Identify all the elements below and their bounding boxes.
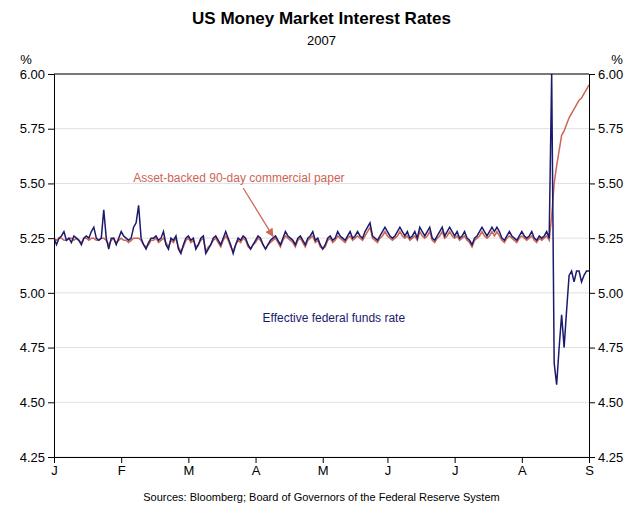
tick-mark — [256, 457, 257, 463]
grid-line — [54, 74, 589, 75]
tick-mark — [589, 348, 595, 349]
tick: J — [51, 457, 58, 478]
tick-label: 5.00 — [598, 286, 623, 301]
tick-label: 5.75 — [598, 121, 623, 136]
tick-label: 5.50 — [598, 176, 623, 191]
tick: 4.25 — [589, 450, 623, 465]
tick-mark — [48, 238, 54, 239]
tick-mark — [589, 74, 595, 75]
grid — [54, 74, 589, 457]
tick-mark — [589, 129, 595, 130]
tick-mark — [387, 457, 388, 463]
tick: J — [385, 457, 392, 478]
tick: S — [585, 457, 594, 478]
grid-line — [54, 402, 589, 403]
tick: 6.00 — [20, 67, 54, 82]
tick-mark — [48, 402, 54, 403]
plot: J F M A M J J A S 4.25 4.50 4.75 5.00 5.25 5.50 5.75 6.0… — [20, 67, 624, 479]
tick-mark — [455, 457, 456, 463]
tick-label: 4.25 — [598, 450, 623, 465]
tick: 5.00 — [20, 286, 54, 301]
tick-label: 5.00 — [20, 286, 45, 301]
tick-label: F — [118, 463, 126, 478]
tick-label: 4.75 — [20, 340, 45, 355]
y2-axis: 4.25 4.50 4.75 5.00 5.25 5.50 5.75 6.00 — [589, 67, 623, 465]
y2-axis-label: % — [611, 52, 623, 67]
tick-mark — [589, 402, 595, 403]
tick: 4.50 — [20, 395, 54, 410]
tick-label: A — [518, 463, 527, 478]
tick-mark — [188, 457, 189, 463]
line — [54, 74, 589, 385]
tick-mark — [522, 457, 523, 463]
tick: 5.00 — [589, 286, 623, 301]
tick: 4.25 — [20, 450, 54, 465]
source: Sources: Bloomberg; Board of Governors o… — [143, 491, 499, 503]
tick: F — [118, 457, 126, 478]
tick: 6.00 — [589, 67, 623, 82]
tick: M — [318, 457, 329, 478]
tick-label: 5.75 — [20, 121, 45, 136]
tick-mark — [48, 457, 54, 458]
annotation-arrow — [243, 188, 273, 236]
tick-mark — [589, 183, 595, 184]
tick: A — [252, 457, 261, 478]
tick: 4.50 — [589, 395, 623, 410]
tick-label: 6.00 — [20, 67, 45, 82]
grid-line — [54, 128, 589, 129]
y-axis-label: % — [20, 52, 32, 67]
tick: 5.75 — [20, 121, 54, 136]
tick-label: M — [318, 463, 329, 478]
tick-mark — [589, 238, 595, 239]
tick-label: 4.25 — [20, 450, 45, 465]
title: US Money Market Interest Rates — [192, 9, 451, 28]
tick: 4.75 — [589, 340, 623, 355]
y-axis: 4.25 4.50 4.75 5.00 5.25 5.50 5.75 6.00 — [20, 67, 55, 465]
tick-label: 5.25 — [598, 231, 623, 246]
tick-label: J — [385, 463, 392, 478]
lines — [54, 74, 589, 385]
tick-label: 4.50 — [598, 395, 623, 410]
tick-mark — [48, 129, 54, 130]
tick: M — [183, 457, 194, 478]
tick-label: 5.25 — [20, 231, 45, 246]
axis-line — [590, 75, 596, 458]
x-axis: JFMAMJJAS — [51, 457, 594, 478]
tick-mark — [48, 348, 54, 349]
chart: US Money Market Interest Rates 2007 Source… — [0, 0, 643, 509]
tick: J — [452, 457, 459, 478]
grid-line — [54, 292, 589, 293]
tick-label: 6.00 — [598, 67, 623, 82]
annotation: Asset-backed 90-day commercial paper — [133, 171, 344, 185]
tick: 4.75 — [20, 340, 54, 355]
subtitle: 2007 — [307, 33, 336, 48]
tick-label: A — [252, 463, 261, 478]
frame — [54, 74, 589, 75]
axis-line — [48, 75, 55, 458]
tick-mark — [48, 183, 54, 184]
tick: 5.50 — [589, 176, 623, 191]
tick: 5.75 — [589, 121, 623, 136]
tick-label: S — [585, 463, 594, 478]
annotation: Effective federal funds rate — [263, 311, 406, 325]
tick-label: M — [183, 463, 194, 478]
tick-label: 4.50 — [20, 395, 45, 410]
tick-label: J — [452, 463, 459, 478]
axis-line — [55, 458, 590, 464]
tick: 5.50 — [20, 176, 54, 191]
annotations: Asset-backed 90-day commercial paper Effe… — [133, 171, 405, 325]
tick-mark — [48, 293, 54, 294]
tick-mark — [589, 293, 595, 294]
tick-label: 4.75 — [598, 340, 623, 355]
tick-label: J — [51, 463, 58, 478]
tick: 5.25 — [589, 231, 623, 246]
tick: 5.25 — [20, 231, 54, 246]
tick-mark — [589, 457, 595, 458]
tick-mark — [121, 457, 122, 463]
tick-mark — [48, 74, 54, 75]
tick-label: 5.50 — [20, 176, 45, 191]
tick: A — [518, 457, 527, 478]
tick-mark — [323, 457, 324, 463]
grid-line — [54, 347, 589, 348]
